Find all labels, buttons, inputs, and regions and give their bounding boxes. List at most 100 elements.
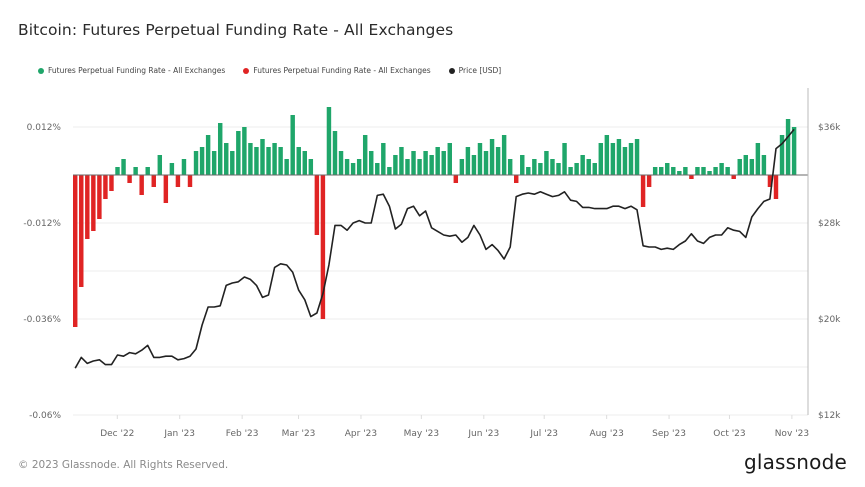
funding-bar-positive bbox=[743, 155, 749, 175]
funding-bar-positive bbox=[459, 159, 465, 175]
funding-bar-positive bbox=[598, 143, 604, 175]
funding-bar-positive bbox=[725, 167, 730, 175]
glassnode-logo: glassnode bbox=[743, 450, 847, 474]
funding-bar-negative bbox=[514, 175, 519, 183]
funding-bar-positive bbox=[556, 163, 561, 175]
funding-bar-positive bbox=[532, 159, 537, 175]
funding-bar-negative bbox=[163, 175, 169, 203]
x-tick-label: May '23 bbox=[404, 429, 439, 439]
funding-bar-positive bbox=[423, 151, 428, 175]
x-tick-label: Sep '23 bbox=[652, 429, 686, 439]
funding-bar-positive bbox=[362, 135, 368, 175]
y2-tick-label: $36k bbox=[818, 123, 841, 133]
funding-bar-positive bbox=[350, 163, 356, 175]
funding-bar-positive bbox=[489, 139, 495, 175]
funding-bar-positive bbox=[248, 143, 253, 175]
funding-bar-positive bbox=[157, 155, 163, 175]
y2-tick-label: $12k bbox=[818, 411, 841, 421]
funding-bar-positive bbox=[507, 159, 513, 175]
funding-bar-positive bbox=[272, 143, 277, 175]
funding-bar-negative bbox=[97, 175, 102, 219]
funding-bar-positive bbox=[356, 159, 362, 175]
funding-bar-positive bbox=[719, 163, 724, 175]
funding-bar-positive bbox=[441, 151, 446, 175]
funding-bars bbox=[73, 107, 797, 327]
funding-bar-positive bbox=[779, 135, 785, 175]
funding-bar-positive bbox=[205, 135, 211, 175]
funding-bar-negative bbox=[175, 175, 181, 187]
funding-bar-positive bbox=[755, 143, 761, 175]
funding-bar-positive bbox=[683, 167, 688, 175]
funding-bar-negative bbox=[320, 175, 326, 319]
funding-bar-positive bbox=[544, 151, 549, 175]
funding-bar-positive bbox=[477, 143, 483, 175]
funding-bar-positive bbox=[302, 151, 308, 175]
chart-title: Bitcoin: Futures Perpetual Funding Rate … bbox=[18, 21, 454, 39]
funding-bar-positive bbox=[411, 151, 416, 175]
funding-bar-negative bbox=[139, 175, 144, 195]
funding-bar-positive bbox=[199, 147, 205, 175]
funding-bar-positive bbox=[616, 139, 622, 175]
y-axis-right: $36k $28k $20k $12k bbox=[818, 123, 841, 421]
funding-bar-positive bbox=[538, 163, 543, 175]
legend-label: Price [USD] bbox=[458, 66, 502, 75]
y2-tick-label: $28k bbox=[818, 219, 841, 229]
price-line bbox=[74, 128, 795, 369]
legend-label: Futures Perpetual Funding Rate - All Exc… bbox=[48, 66, 226, 75]
funding-bar-positive bbox=[610, 143, 616, 175]
funding-bar-positive bbox=[399, 147, 404, 175]
funding-bar-positive bbox=[658, 167, 664, 175]
funding-bar-positive bbox=[622, 147, 628, 175]
funding-bar-negative bbox=[103, 175, 108, 199]
funding-bar-positive bbox=[284, 159, 289, 175]
funding-bar-positive bbox=[652, 167, 658, 175]
funding-bar-positive bbox=[326, 107, 332, 175]
funding-bar-positive bbox=[211, 151, 217, 175]
funding-bar-positive bbox=[447, 143, 452, 175]
funding-bar-positive bbox=[671, 167, 676, 175]
funding-bar-positive bbox=[429, 155, 434, 175]
funding-bar-positive bbox=[435, 147, 440, 175]
funding-bar-positive bbox=[387, 167, 392, 175]
funding-bar-negative bbox=[773, 175, 779, 199]
funding-bar-positive bbox=[193, 151, 199, 175]
funding-bar-positive bbox=[749, 159, 755, 175]
legend: Futures Perpetual Funding Rate - All Exc… bbox=[38, 66, 501, 75]
funding-bar-positive bbox=[520, 155, 525, 175]
funding-bar-positive bbox=[296, 147, 301, 175]
x-tick-label: Mar '23 bbox=[282, 429, 316, 439]
funding-bar-positive bbox=[568, 167, 573, 175]
x-tick-label: Jul '23 bbox=[529, 429, 558, 439]
funding-bar-negative bbox=[453, 175, 459, 183]
funding-bar-positive bbox=[338, 151, 344, 175]
y-tick-label: 0.012% bbox=[27, 123, 62, 133]
legend-item-funding-positive[interactable]: Futures Perpetual Funding Rate - All Exc… bbox=[38, 66, 225, 75]
funding-bar-negative bbox=[79, 175, 84, 287]
funding-bar-positive bbox=[290, 115, 295, 175]
funding-bar-positive bbox=[236, 131, 241, 175]
funding-bar-positive bbox=[145, 167, 150, 175]
legend-item-price[interactable]: Price [USD] bbox=[448, 66, 502, 75]
funding-bar-negative bbox=[127, 175, 132, 183]
funding-bar-positive bbox=[224, 143, 229, 175]
x-axis: Dec '22 Jan '23 Feb '23 Mar '23 Apr '23 May '… bbox=[100, 415, 809, 439]
funding-bar-positive bbox=[701, 167, 706, 175]
x-tick-label: Jan '23 bbox=[163, 429, 195, 439]
funding-bar-positive bbox=[713, 167, 718, 175]
funding-bar-positive bbox=[230, 151, 235, 175]
y-tick-label: -0.012% bbox=[23, 219, 61, 229]
x-tick-label: Oct '23 bbox=[713, 429, 745, 439]
y-tick-label: -0.06% bbox=[29, 411, 61, 421]
funding-bar-negative bbox=[689, 175, 694, 179]
x-tick-label: Jun '23 bbox=[467, 429, 499, 439]
funding-bar-positive bbox=[121, 159, 126, 175]
funding-bar-negative bbox=[640, 175, 646, 207]
funding-bar-negative bbox=[731, 175, 736, 179]
funding-bar-negative bbox=[314, 175, 320, 235]
funding-bar-positive bbox=[169, 163, 175, 175]
funding-bar-positive bbox=[381, 143, 386, 175]
funding-bar-positive bbox=[344, 159, 350, 175]
funding-bar-negative bbox=[646, 175, 652, 187]
legend-item-funding-negative[interactable]: Futures Perpetual Funding Rate - All Exc… bbox=[243, 66, 431, 75]
